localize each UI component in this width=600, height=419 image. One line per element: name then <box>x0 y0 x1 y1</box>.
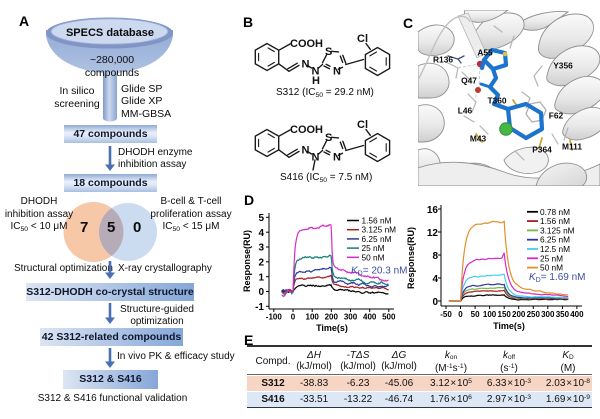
svg-text:300: 300 <box>344 313 358 322</box>
svg-text:12: 12 <box>427 228 439 239</box>
svg-text:0: 0 <box>291 313 296 322</box>
svg-text:Cl: Cl <box>357 119 368 131</box>
svg-text:R136: R136 <box>433 55 453 65</box>
svg-text:N: N <box>333 152 341 164</box>
svg-text:0: 0 <box>258 287 264 298</box>
svg-text:5: 5 <box>258 213 264 224</box>
svg-text:N: N <box>302 59 310 71</box>
svg-text:12.5 nM: 12.5 nM <box>540 244 570 254</box>
svg-text:250: 250 <box>527 310 541 319</box>
svg-text:Response(RU): Response(RU) <box>406 227 416 289</box>
svg-text:N: N <box>312 152 320 164</box>
svg-text:4: 4 <box>258 228 264 239</box>
svg-text:N: N <box>302 145 310 157</box>
svg-text:-100: -100 <box>266 313 283 322</box>
svg-text:3: 3 <box>258 243 264 254</box>
svg-text:N: N <box>312 66 320 78</box>
svg-text:400: 400 <box>363 313 377 322</box>
svg-text:200: 200 <box>325 313 339 322</box>
svg-text:400: 400 <box>570 310 584 319</box>
svg-text:T360: T360 <box>487 96 506 106</box>
svg-text:300: 300 <box>541 310 555 319</box>
svg-text:KD= 1.69 nM: KD= 1.69 nM <box>529 272 586 284</box>
svg-text:6.25 nM: 6.25 nM <box>540 235 570 245</box>
svg-text:Q47: Q47 <box>461 76 477 86</box>
svg-text:200: 200 <box>512 310 526 319</box>
svg-text:COOH: COOH <box>290 38 323 50</box>
svg-text:350: 350 <box>556 310 570 319</box>
svg-text:50 nM: 50 nM <box>362 252 385 262</box>
svg-text:1.56 nM: 1.56 nM <box>362 216 392 226</box>
svg-text:6.25 nM: 6.25 nM <box>362 234 392 244</box>
svg-text:50 nM: 50 nM <box>540 263 563 273</box>
svg-text:25 nM: 25 nM <box>362 243 385 253</box>
svg-text:2: 2 <box>258 257 264 268</box>
svg-text:16: 16 <box>427 205 439 216</box>
svg-text:S: S <box>325 46 332 58</box>
svg-text:-1: -1 <box>255 302 264 313</box>
svg-text:A55: A55 <box>477 48 493 58</box>
svg-text:100: 100 <box>483 310 497 319</box>
svg-text:0: 0 <box>458 310 463 319</box>
svg-text:L46: L46 <box>458 106 473 116</box>
svg-text:N: N <box>333 66 341 78</box>
svg-text:4: 4 <box>432 274 438 285</box>
svg-text:0.78 nM: 0.78 nM <box>540 207 570 217</box>
svg-text:P364: P364 <box>532 145 552 155</box>
svg-text:Response(RU): Response(RU) <box>242 230 252 292</box>
svg-text:KD= 20.3 nM: KD= 20.3 nM <box>351 266 408 278</box>
svg-text:M43: M43 <box>470 134 487 144</box>
svg-text:50: 50 <box>471 310 480 319</box>
svg-text:-50: -50 <box>440 310 452 319</box>
svg-text:Time(s): Time(s) <box>316 323 348 333</box>
svg-text:1.56 nM: 1.56 nM <box>540 216 570 226</box>
svg-text:Time(s): Time(s) <box>493 321 525 331</box>
svg-text:100: 100 <box>306 313 320 322</box>
svg-text:25 nM: 25 nM <box>540 253 563 263</box>
svg-text:F62: F62 <box>549 111 564 121</box>
svg-text:0: 0 <box>432 297 438 308</box>
svg-text:500: 500 <box>382 313 396 322</box>
svg-text:H: H <box>312 75 320 87</box>
svg-text:COOH: COOH <box>290 124 323 136</box>
svg-text:150: 150 <box>498 310 512 319</box>
svg-text:Y356: Y356 <box>553 61 573 71</box>
svg-text:1: 1 <box>258 272 264 283</box>
svg-text:8: 8 <box>432 251 438 262</box>
svg-text:M111: M111 <box>562 142 582 152</box>
svg-text:3.125 nM: 3.125 nM <box>540 225 575 235</box>
svg-text:S: S <box>325 132 332 144</box>
svg-text:Cl: Cl <box>357 33 368 45</box>
svg-text:3.125 nM: 3.125 nM <box>362 225 397 235</box>
